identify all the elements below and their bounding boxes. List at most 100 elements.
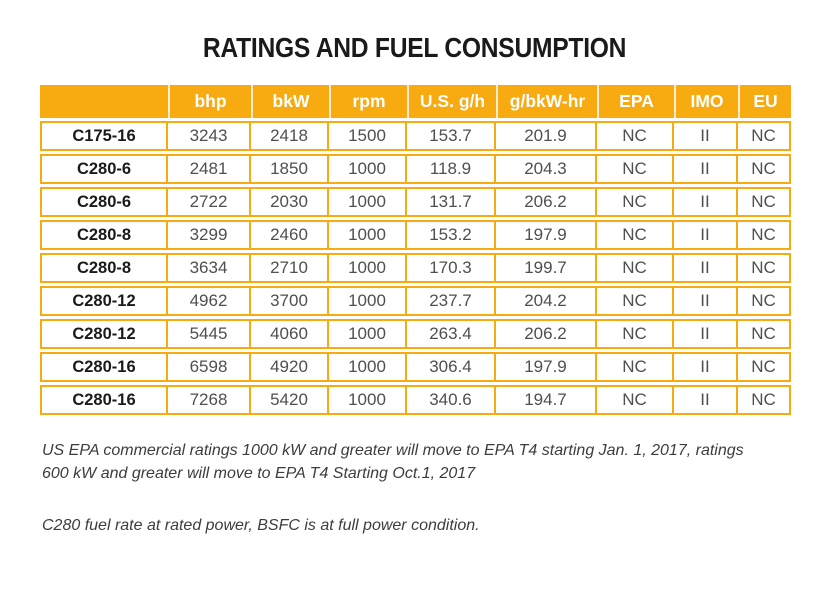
value-cell: 1000 (329, 154, 407, 184)
model-cell: C280-6 (40, 154, 168, 184)
value-cell: 5445 (168, 319, 251, 349)
model-cell: C280-6 (40, 187, 168, 217)
value-cell: 340.6 (407, 385, 496, 415)
value-cell: II (674, 154, 738, 184)
table-row: C280-6 2722 2030 1000 131.7 206.2 NC II NC (40, 187, 791, 217)
ratings-table: bhp bkW rpm U.S. g/h g/bkW-hr EPA IMO EU C175-1… (40, 82, 791, 418)
value-cell: NC (738, 352, 791, 382)
table-body: C175-16 3243 2418 1500 153.7 201.9 NC II NC C280-… (40, 121, 791, 415)
value-cell: 204.2 (496, 286, 597, 316)
value-cell: NC (738, 154, 791, 184)
table-row: C280-8 3299 2460 1000 153.2 197.9 NC II NC (40, 220, 791, 250)
value-cell: 2030 (251, 187, 329, 217)
value-cell: 2481 (168, 154, 251, 184)
value-cell: NC (738, 187, 791, 217)
header-cell: U.S. g/h (407, 85, 496, 118)
value-cell: 3634 (168, 253, 251, 283)
value-cell: 4962 (168, 286, 251, 316)
value-cell: NC (597, 220, 674, 250)
value-cell: NC (597, 385, 674, 415)
value-cell: 3700 (251, 286, 329, 316)
value-cell: NC (597, 286, 674, 316)
value-cell: NC (597, 187, 674, 217)
table-row: C280-12 4962 3700 1000 237.7 204.2 NC II NC (40, 286, 791, 316)
value-cell: NC (738, 253, 791, 283)
value-cell: NC (738, 121, 791, 151)
value-cell: NC (597, 352, 674, 382)
header-cell: EU (738, 85, 791, 118)
value-cell: 206.2 (496, 319, 597, 349)
value-cell: 3299 (168, 220, 251, 250)
value-cell: 1000 (329, 187, 407, 217)
value-cell: 306.4 (407, 352, 496, 382)
value-cell: 1000 (329, 385, 407, 415)
table-row: C280-12 5445 4060 1000 263.4 206.2 NC II NC (40, 319, 791, 349)
value-cell: 2460 (251, 220, 329, 250)
value-cell: 199.7 (496, 253, 597, 283)
footnote-epa: US EPA commercial ratings 1000 kW and gr… (42, 439, 802, 485)
value-cell: NC (738, 385, 791, 415)
footnote-line: US EPA commercial ratings 1000 kW and gr… (42, 442, 744, 459)
value-cell: NC (738, 220, 791, 250)
value-cell: 237.7 (407, 286, 496, 316)
value-cell: II (674, 319, 738, 349)
value-cell: NC (597, 121, 674, 151)
value-cell: 1000 (329, 286, 407, 316)
model-cell: C280-16 (40, 352, 168, 382)
model-cell: C280-8 (40, 253, 168, 283)
value-cell: 4060 (251, 319, 329, 349)
value-cell: 1500 (329, 121, 407, 151)
value-cell: 170.3 (407, 253, 496, 283)
model-cell: C175-16 (40, 121, 168, 151)
value-cell: 1000 (329, 352, 407, 382)
page-title-text: RATINGS AND FUEL CONSUMPTION (203, 32, 627, 63)
value-cell: 1000 (329, 220, 407, 250)
model-cell: C280-16 (40, 385, 168, 415)
value-cell: 263.4 (407, 319, 496, 349)
table-row: C175-16 3243 2418 1500 153.7 201.9 NC II NC (40, 121, 791, 151)
value-cell: 153.2 (407, 220, 496, 250)
value-cell: 7268 (168, 385, 251, 415)
table-row: C280-16 7268 5420 1000 340.6 194.7 NC II NC (40, 385, 791, 415)
value-cell: 194.7 (496, 385, 597, 415)
value-cell: II (674, 187, 738, 217)
footnotes: US EPA commercial ratings 1000 kW and gr… (42, 439, 802, 537)
value-cell: 153.7 (407, 121, 496, 151)
value-cell: 1000 (329, 253, 407, 283)
model-cell: C280-12 (40, 319, 168, 349)
model-cell: C280-12 (40, 286, 168, 316)
page-title: RATINGS AND FUEL CONSUMPTION (0, 34, 830, 62)
value-cell: II (674, 286, 738, 316)
value-cell: 2722 (168, 187, 251, 217)
value-cell: 206.2 (496, 187, 597, 217)
value-cell: II (674, 121, 738, 151)
value-cell: 118.9 (407, 154, 496, 184)
value-cell: 2418 (251, 121, 329, 151)
value-cell: 197.9 (496, 352, 597, 382)
value-cell: NC (597, 319, 674, 349)
header-cell: EPA (597, 85, 674, 118)
value-cell: II (674, 253, 738, 283)
header-cell (40, 85, 168, 118)
header-cell: g/bkW-hr (496, 85, 597, 118)
table-row: C280-8 3634 2710 1000 170.3 199.7 NC II NC (40, 253, 791, 283)
value-cell: 5420 (251, 385, 329, 415)
model-cell: C280-8 (40, 220, 168, 250)
value-cell: II (674, 385, 738, 415)
table-header-row: bhp bkW rpm U.S. g/h g/bkW-hr EPA IMO EU (40, 85, 791, 118)
value-cell: NC (597, 154, 674, 184)
value-cell: 131.7 (407, 187, 496, 217)
header-cell: rpm (329, 85, 407, 118)
header-cell: IMO (674, 85, 738, 118)
value-cell: NC (738, 319, 791, 349)
value-cell: 6598 (168, 352, 251, 382)
value-cell: II (674, 352, 738, 382)
value-cell: NC (738, 286, 791, 316)
value-cell: 3243 (168, 121, 251, 151)
header-cell: bhp (168, 85, 251, 118)
footnote-line: C280 fuel rate at rated power, BSFC is a… (42, 517, 480, 534)
footnote-line: 600 kW and greater will move to EPA T4 S… (42, 465, 476, 482)
header-cell: bkW (251, 85, 329, 118)
table-row: C280-6 2481 1850 1000 118.9 204.3 NC II NC (40, 154, 791, 184)
value-cell: 201.9 (496, 121, 597, 151)
